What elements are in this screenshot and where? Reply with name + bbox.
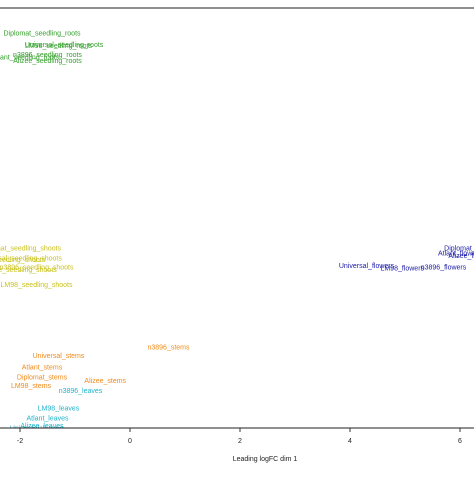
data-point-label: n3896_leaves xyxy=(59,388,103,395)
x-axis-tick-label: 2 xyxy=(238,438,242,445)
x-axis-tick-label: 4 xyxy=(348,438,352,445)
data-point-label: Diplomat_leaves xyxy=(30,426,82,433)
data-point-label: Universal_seedling_roots xyxy=(25,42,104,49)
data-point-label: Diplomat_seedling_shoots xyxy=(0,246,62,253)
data-point-label: Universal_seedling_shoots xyxy=(0,256,62,263)
x-axis-tick-label: 0 xyxy=(128,438,132,445)
data-point-label: Atlant_seedling_shoots xyxy=(0,257,46,264)
data-point-label: LM98_stems xyxy=(11,383,52,390)
data-point-label: Diplomat_seedling_roots xyxy=(3,31,81,38)
data-labels-layer: Diplomat_seedling_roots Universal_seedlin… xyxy=(0,31,474,433)
data-point-label: Alizee_seedling_shoots xyxy=(0,267,57,274)
data-point-label: LM98_flowers xyxy=(380,266,424,273)
data-point-label: n3896_seedling_shoots xyxy=(0,264,74,271)
data-point-label: Universal_flowers xyxy=(339,263,395,270)
data-point-label: Alizee_flowers xyxy=(448,253,474,260)
data-point-label: Alizee_seedling_roots xyxy=(13,58,82,65)
data-point-label: Universal_leaves xyxy=(10,426,64,433)
data-point-label: Universal_stems xyxy=(33,353,85,360)
data-point-label: Atlant_leaves xyxy=(26,416,69,423)
data-point-label: Alizee_leaves xyxy=(20,423,64,430)
data-point-label: n3896_flowers xyxy=(421,264,467,271)
data-point-label: LM98_seedling_shoots xyxy=(1,282,73,289)
data-point-label: n3896_stems xyxy=(147,344,190,351)
data-point-label: Atlant_seedling_roots xyxy=(0,54,60,61)
data-point-label: n3896_seedling_roots xyxy=(13,52,82,59)
data-point-label: Atlant_stems xyxy=(22,364,63,371)
data-point-label: Alizee_stems xyxy=(84,378,126,385)
x-axis-label: Leading logFC dim 1 xyxy=(233,456,298,463)
data-point-label: Atlant_flowers xyxy=(438,251,474,258)
x-axis-tick-label: -2 xyxy=(17,438,23,445)
data-point-label: LM98_leaves xyxy=(38,406,80,413)
data-point-label: LM98_seedling_roots xyxy=(25,43,92,50)
data-point-label: Diplomat_flowers xyxy=(444,246,474,253)
x-axis-tick-label: 6 xyxy=(458,438,462,445)
data-point-label: Diplomat_stems xyxy=(17,374,68,381)
x-axis: -2 0 2 4 6 xyxy=(17,428,462,445)
